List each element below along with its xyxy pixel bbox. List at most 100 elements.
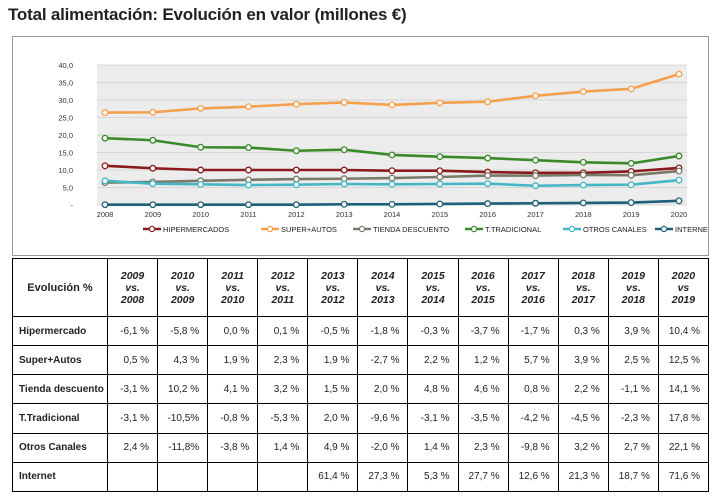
column-header-text: vs	[677, 281, 690, 294]
data-point	[484, 200, 492, 208]
row-label: Otros Canales	[12, 432, 108, 463]
x-tick-label: 2014	[384, 210, 401, 219]
legend-marker	[470, 225, 478, 233]
data-point	[149, 136, 157, 144]
table-cell: -4,2 %	[507, 403, 559, 434]
column-header-text: vs.	[525, 281, 541, 294]
table-cell: -0,8 %	[207, 403, 259, 434]
y-tick-label: 20,0	[58, 131, 73, 140]
table-cell: 2,2 %	[557, 374, 609, 405]
data-point	[340, 200, 348, 208]
legend-label: HIPERMERCADOS	[163, 225, 229, 234]
row-label: Super+Autos	[12, 345, 108, 376]
y-tick-label: -	[71, 201, 74, 210]
column-header: 2019 vs. 2018	[607, 258, 659, 317]
row-label: Hipermercado	[12, 315, 108, 347]
data-point	[101, 134, 109, 142]
data-point	[627, 181, 635, 189]
data-point	[484, 154, 492, 162]
table-cell: 2,0 %	[307, 403, 359, 434]
table-cell: 5,7 %	[507, 345, 559, 376]
column-header: 2011 vs. 2010	[207, 258, 259, 317]
data-point	[149, 201, 157, 209]
table-cell: -4,5 %	[557, 403, 609, 434]
data-point	[675, 167, 683, 175]
column-header-text: 2010	[221, 293, 245, 306]
data-point	[101, 201, 109, 209]
column-header: 2020 vs 2019	[657, 258, 710, 317]
column-header-text: vs.	[325, 281, 341, 294]
table-cell: 27,3 %	[357, 461, 409, 493]
table-cell: -9,8 %	[507, 432, 559, 463]
table-cell: -1,1 %	[607, 374, 659, 405]
table-cell: -3,1 %	[106, 374, 159, 405]
table-cell: 18,7 %	[607, 461, 659, 493]
table-cell: 2,5 %	[607, 345, 659, 376]
data-point	[245, 201, 252, 209]
x-tick-label: 2011	[240, 210, 256, 219]
data-point	[101, 177, 109, 185]
data-point	[532, 156, 539, 164]
table-cell: 61,4 %	[307, 461, 359, 493]
table-row: T.Tradicional -3,1 % -10,5% -0,8 % -5,3 % 2,0…	[12, 403, 710, 434]
table-cell: 3,9 %	[557, 345, 609, 376]
data-point	[292, 175, 300, 183]
table-cell: -3,8 %	[207, 432, 259, 463]
table-cell: 4,1 %	[207, 374, 259, 405]
table-cell: 2,3 %	[457, 432, 509, 463]
table-cell: 1,4 %	[407, 432, 459, 463]
x-tick-label: 2015	[431, 210, 448, 219]
table-cell: -11,8%	[157, 432, 209, 463]
column-header: 2016 vs. 2015	[457, 258, 509, 317]
table-cell: 3,2 %	[557, 432, 609, 463]
legend-label: OTROS CANALES	[583, 225, 647, 234]
column-header-text: vs.	[626, 281, 641, 294]
table-cell: -0,3 %	[407, 315, 459, 347]
table-cell: 0,5 %	[106, 345, 159, 376]
data-point	[627, 85, 635, 93]
data-point	[388, 151, 396, 159]
legend-marker	[148, 225, 156, 233]
data-point	[245, 181, 252, 189]
table-cell: -3,1 %	[407, 403, 459, 434]
column-header-text: 2018	[621, 293, 645, 306]
column-header: 2018 vs. 2017	[557, 258, 609, 317]
data-point	[197, 166, 205, 174]
data-point	[627, 171, 635, 179]
chart-svg: 40,0 35,0 30,0 25,0 20,0 15,0 10,0 5,0 - 2008 2009…	[58, 61, 708, 234]
column-header: 2009 vs. 2008	[106, 258, 159, 317]
legend-label: TIENDA DESCUENTO	[373, 225, 449, 234]
table-cell: -2,0 %	[357, 432, 409, 463]
table-cell	[106, 461, 159, 493]
legend-label: T.TRADICIONAL	[485, 225, 541, 234]
y-tick-label: 40,0	[58, 61, 73, 70]
column-header: 2017 vs. 2016	[507, 258, 559, 317]
data-point	[340, 98, 348, 106]
legend-marker	[660, 225, 668, 233]
table-cell: -2,3 %	[607, 403, 659, 434]
table-cell: 21,3 %	[557, 461, 609, 493]
data-point	[675, 176, 683, 184]
table-row: Internet 61,4 % 27,3 % 5,3 % 27,7 % 12,6 % 21,…	[12, 461, 710, 493]
column-header: 2015 vs. 2014	[407, 258, 459, 317]
data-point	[388, 174, 396, 182]
x-tick-label: 2013	[336, 210, 353, 219]
table-cell: 22,1 %	[657, 432, 710, 463]
table-cell: 1,4 %	[257, 432, 309, 463]
y-tick-label: 35,0	[58, 79, 73, 88]
data-point	[579, 158, 587, 166]
data-point	[245, 103, 252, 111]
table-cell: 12,6 %	[507, 461, 559, 493]
column-header-text: 2017	[571, 293, 595, 306]
column-header-text: 2019	[671, 293, 696, 306]
x-tick-label: 2016	[479, 210, 496, 219]
data-point	[149, 180, 157, 188]
data-point	[484, 172, 492, 180]
table-header-row: Evolución % 2009 vs. 2008 2010 vs. 2009 2011 vs.…	[12, 258, 710, 317]
data-point	[197, 104, 205, 112]
table-cell: 12,5 %	[657, 345, 710, 376]
data-point	[340, 180, 348, 188]
table-corner-header: Evolución %	[12, 258, 108, 317]
table-cell	[207, 461, 259, 493]
table-cell: -5,8 %	[157, 315, 209, 347]
